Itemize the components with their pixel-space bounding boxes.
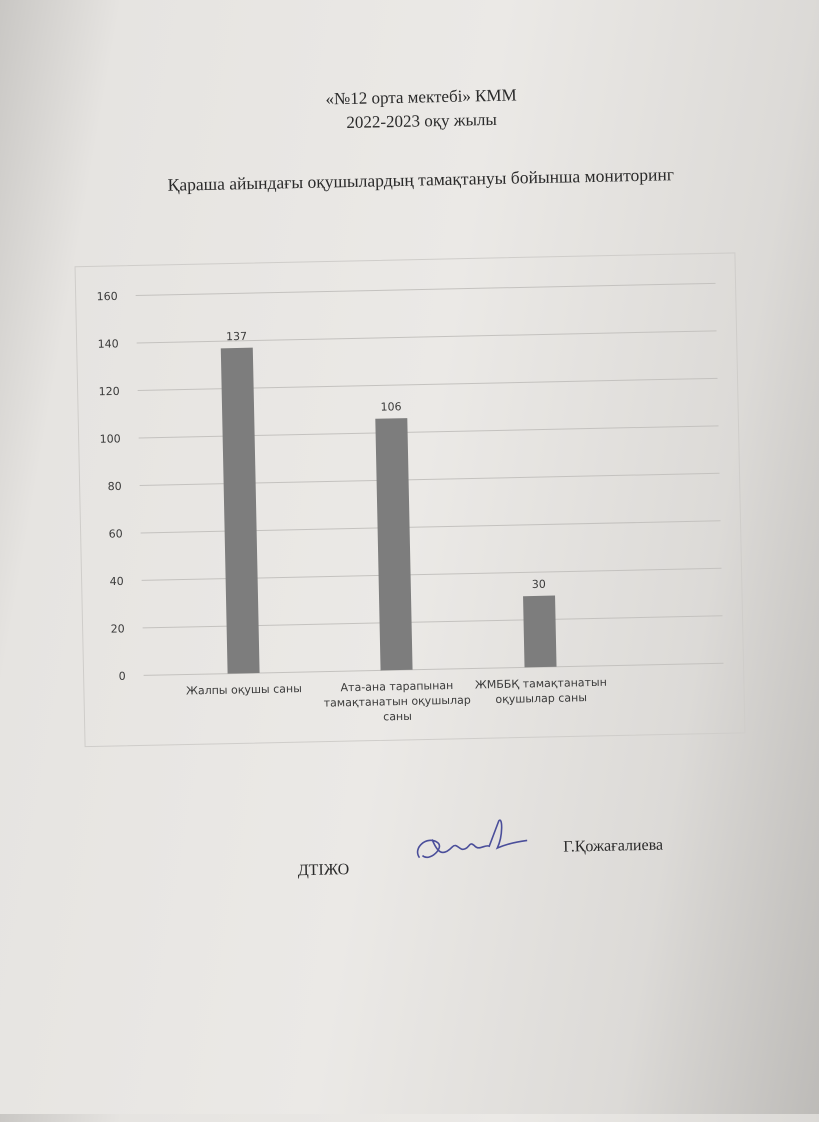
y-tick-label: 0 <box>118 670 125 683</box>
y-tick-label: 60 <box>109 527 123 540</box>
bar <box>220 347 260 674</box>
x-category-label: Жалпы оқушы саны <box>186 682 302 697</box>
data-label: 106 <box>380 400 401 413</box>
x-category-label: ЖМББҚ тамақтанатын <box>475 676 607 692</box>
y-tick-label: 40 <box>110 575 124 588</box>
bar <box>375 418 413 671</box>
handwritten-signature <box>416 819 528 859</box>
x-category-label: саны <box>383 710 412 724</box>
x-category-label: тамақтанатын оқушылар <box>324 694 471 710</box>
bar-chart: 0 20 40 60 80 100 120 140 160 137 Жалпы оқушы саны… <box>74 252 746 748</box>
gridline <box>136 330 717 344</box>
gridline <box>135 282 716 296</box>
bar <box>523 595 557 668</box>
chart-frame <box>74 252 746 748</box>
x-category-label: Ата-ана тарапынан <box>340 679 453 694</box>
signatory-name: Г.Қожағалиева <box>563 836 664 856</box>
y-tick-label: 140 <box>98 337 119 350</box>
x-category-label: оқушылар саны <box>495 691 587 706</box>
y-tick-label: 20 <box>111 622 125 635</box>
data-label: 137 <box>226 330 247 343</box>
chart-title: Қараша айындағы оқушылардың тамақтануы б… <box>167 164 675 195</box>
y-tick-label: 160 <box>97 290 118 303</box>
data-label: 30 <box>532 578 546 591</box>
y-tick-label: 80 <box>108 480 122 493</box>
y-tick-label: 100 <box>100 432 121 445</box>
signature-position: ДТІЖО <box>297 861 350 880</box>
y-tick-label: 120 <box>99 385 120 398</box>
